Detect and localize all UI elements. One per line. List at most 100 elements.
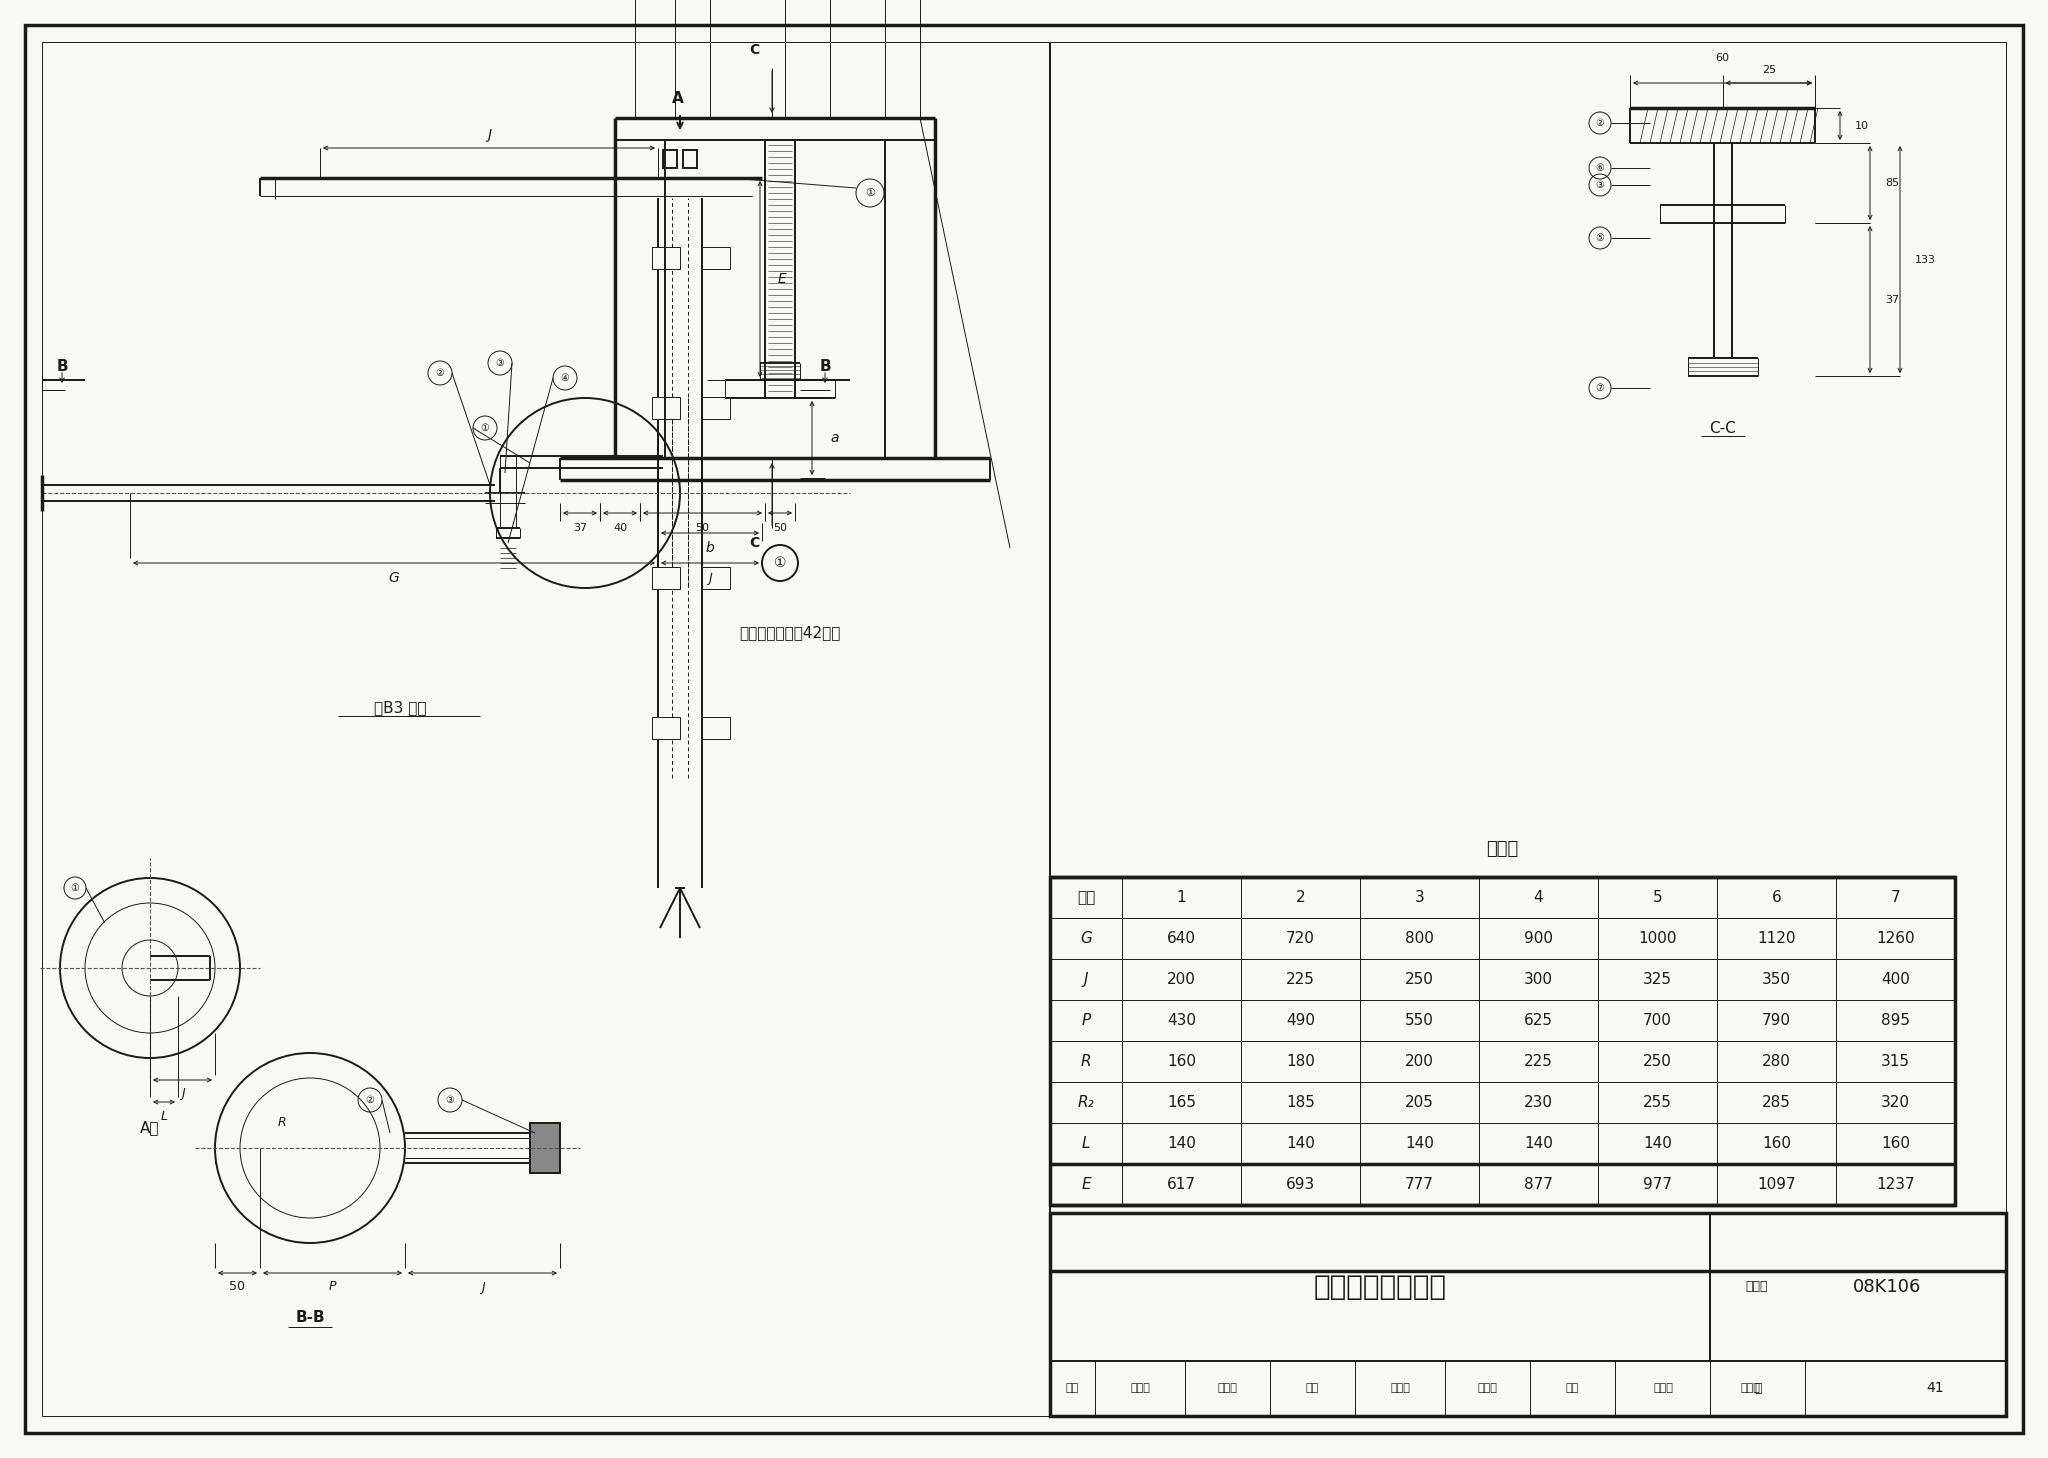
Text: ⑦: ⑦ bbox=[1595, 383, 1604, 394]
Text: A向: A向 bbox=[139, 1121, 160, 1136]
Text: 625: 625 bbox=[1524, 1013, 1552, 1028]
Text: 60: 60 bbox=[1716, 52, 1729, 63]
Bar bbox=[702, 717, 729, 739]
Text: C: C bbox=[750, 42, 760, 57]
Text: ③: ③ bbox=[496, 359, 504, 367]
Text: 37: 37 bbox=[573, 523, 588, 534]
Text: 700: 700 bbox=[1642, 1013, 1671, 1028]
Text: P: P bbox=[330, 1280, 336, 1293]
Text: B: B bbox=[819, 359, 831, 373]
Text: L: L bbox=[160, 1110, 168, 1123]
Text: 230: 230 bbox=[1524, 1095, 1552, 1110]
Text: a: a bbox=[829, 432, 838, 445]
Text: 08K106: 08K106 bbox=[1853, 1279, 1921, 1296]
Bar bbox=[682, 150, 696, 168]
Text: ①: ① bbox=[774, 555, 786, 570]
Text: 3: 3 bbox=[1415, 889, 1423, 905]
Text: C: C bbox=[750, 537, 760, 550]
Bar bbox=[651, 717, 680, 739]
Text: 5: 5 bbox=[1653, 889, 1663, 905]
Text: 1097: 1097 bbox=[1757, 1177, 1796, 1193]
Bar bbox=[651, 567, 680, 589]
Text: 40: 40 bbox=[612, 523, 627, 534]
Text: 200: 200 bbox=[1405, 1054, 1434, 1069]
Text: R: R bbox=[279, 1117, 287, 1130]
Text: 41: 41 bbox=[1927, 1382, 1944, 1395]
Text: 977: 977 bbox=[1642, 1177, 1671, 1193]
Text: 侯爱民: 侯爱民 bbox=[1130, 1384, 1149, 1394]
Text: 225: 225 bbox=[1286, 972, 1315, 987]
Text: 1: 1 bbox=[1178, 889, 1186, 905]
Text: 型号: 型号 bbox=[1077, 889, 1096, 905]
Text: ②: ② bbox=[1595, 118, 1604, 128]
Bar bbox=[1051, 878, 1956, 1204]
Bar bbox=[702, 397, 729, 418]
Text: 160: 160 bbox=[1167, 1054, 1196, 1069]
Text: 50: 50 bbox=[696, 523, 709, 534]
Text: 140: 140 bbox=[1167, 1136, 1196, 1150]
Text: 205: 205 bbox=[1405, 1095, 1434, 1110]
Bar bbox=[702, 567, 729, 589]
Text: R₂: R₂ bbox=[1077, 1095, 1094, 1110]
Text: 160: 160 bbox=[1761, 1136, 1792, 1150]
Text: 877: 877 bbox=[1524, 1177, 1552, 1193]
Text: 1260: 1260 bbox=[1876, 932, 1915, 946]
Bar bbox=[664, 150, 678, 168]
Text: 900: 900 bbox=[1524, 932, 1552, 946]
Text: 上吸式回转伞形罩: 上吸式回转伞形罩 bbox=[1313, 1273, 1446, 1301]
Text: 200: 200 bbox=[1167, 972, 1196, 987]
Text: J: J bbox=[709, 572, 713, 585]
Text: 350: 350 bbox=[1761, 972, 1792, 987]
Text: 审核: 审核 bbox=[1065, 1384, 1079, 1394]
Text: A: A bbox=[672, 90, 684, 105]
Text: J: J bbox=[487, 128, 492, 141]
Bar bbox=[651, 397, 680, 418]
Text: C-C: C-C bbox=[1710, 420, 1737, 436]
Text: 300: 300 bbox=[1524, 972, 1552, 987]
Text: 郝志江: 郝志江 bbox=[1653, 1384, 1673, 1394]
Text: 160: 160 bbox=[1880, 1136, 1911, 1150]
Text: ①: ① bbox=[70, 884, 80, 892]
Text: 件B3 支架: 件B3 支架 bbox=[373, 700, 426, 716]
Text: 550: 550 bbox=[1405, 1013, 1434, 1028]
Text: G: G bbox=[389, 572, 399, 585]
Text: P: P bbox=[1081, 1013, 1092, 1028]
Text: 255: 255 bbox=[1642, 1095, 1671, 1110]
Text: ③: ③ bbox=[1595, 179, 1604, 190]
Bar bbox=[651, 246, 680, 268]
Text: 720: 720 bbox=[1286, 932, 1315, 946]
Text: 133: 133 bbox=[1915, 255, 1935, 264]
Text: ⑤: ⑤ bbox=[1595, 233, 1604, 243]
Text: 800: 800 bbox=[1405, 932, 1434, 946]
Text: b: b bbox=[707, 541, 715, 555]
Text: 1120: 1120 bbox=[1757, 932, 1796, 946]
Text: 注：材料表见第42页。: 注：材料表见第42页。 bbox=[739, 625, 840, 640]
Text: 7: 7 bbox=[1890, 889, 1901, 905]
Text: 165: 165 bbox=[1167, 1095, 1196, 1110]
Text: ①: ① bbox=[864, 188, 874, 198]
Text: 1000: 1000 bbox=[1638, 932, 1677, 946]
Text: 185: 185 bbox=[1286, 1095, 1315, 1110]
Text: E: E bbox=[1081, 1177, 1092, 1193]
Text: 325: 325 bbox=[1642, 972, 1671, 987]
Text: 140: 140 bbox=[1286, 1136, 1315, 1150]
Text: 140: 140 bbox=[1642, 1136, 1671, 1150]
Text: 尺寸表: 尺寸表 bbox=[1487, 840, 1520, 857]
Text: ④: ④ bbox=[561, 373, 569, 383]
Text: 李志刚: 李志刚 bbox=[1391, 1384, 1409, 1394]
Text: 640: 640 bbox=[1167, 932, 1196, 946]
Text: B-B: B-B bbox=[295, 1311, 326, 1325]
Text: 85: 85 bbox=[1884, 178, 1898, 188]
Text: 图集号: 图集号 bbox=[1745, 1280, 1767, 1293]
Text: 设计: 设计 bbox=[1565, 1384, 1579, 1394]
Text: 4: 4 bbox=[1534, 889, 1544, 905]
Text: 页: 页 bbox=[1755, 1382, 1761, 1395]
Text: 225: 225 bbox=[1524, 1054, 1552, 1069]
Text: 895: 895 bbox=[1880, 1013, 1911, 1028]
Text: 25: 25 bbox=[1761, 66, 1776, 74]
Text: J: J bbox=[481, 1280, 485, 1293]
Bar bbox=[530, 1123, 559, 1174]
Text: 6: 6 bbox=[1772, 889, 1782, 905]
Text: 490: 490 bbox=[1286, 1013, 1315, 1028]
Text: 侯爱民: 侯爱民 bbox=[1217, 1384, 1237, 1394]
